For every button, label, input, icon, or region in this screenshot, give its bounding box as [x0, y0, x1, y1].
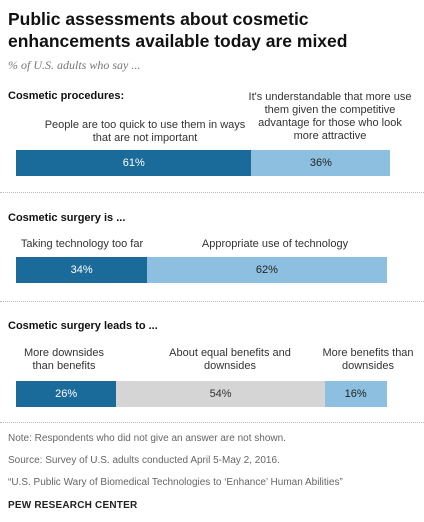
bar-segment: 16%: [324, 381, 387, 407]
category-label: People are too quick to use them in ways…: [44, 119, 246, 144]
category-label: Appropriate use of technology: [201, 238, 349, 250]
stacked-bar-procedures: 61% 36%: [16, 150, 402, 176]
category-label: About equal benefits and downsides: [169, 347, 291, 372]
note-text: Note: Respondents who did not give an an…: [8, 433, 286, 444]
category-label: It's understandable that more use them g…: [248, 91, 412, 142]
bar-value-label: 54%: [209, 388, 232, 400]
category-label: More benefits than downsides: [322, 347, 414, 372]
section-label-leads-to: Cosmetic surgery leads to ...: [8, 320, 158, 332]
brand-logo-text: PEW RESEARCH CENTER: [8, 500, 138, 511]
bar-segment: 34%: [16, 257, 148, 283]
source-text: Source: Survey of U.S. adults conducted …: [8, 455, 280, 466]
stacked-bar-surgery-is: 34% 62%: [16, 257, 402, 283]
report-title: “U.S. Public Wary of Biomedical Technolo…: [8, 477, 343, 488]
bar-segment: 54%: [116, 381, 325, 407]
bar-value-label: 34%: [70, 264, 93, 276]
bar-segment: 26%: [16, 381, 117, 407]
bar-segment: 62%: [147, 257, 387, 283]
bar-value-label: 62%: [255, 264, 278, 276]
bar-value-label: 16%: [344, 388, 367, 400]
category-label: Taking technology too far: [20, 238, 144, 250]
bar-value-label: 61%: [122, 157, 145, 169]
section-divider: [0, 422, 424, 423]
section-divider: [0, 192, 424, 193]
bar-segment: 61%: [16, 150, 252, 176]
stacked-bar-leads-to: 26% 54% 16%: [16, 381, 402, 407]
bar-value-label: 36%: [309, 157, 332, 169]
category-label: More downsides than benefits: [23, 347, 105, 372]
section-label-procedures: Cosmetic procedures:: [8, 90, 125, 102]
section-divider: [0, 301, 424, 302]
chart-title: Public assessments about cosmetic enhanc…: [8, 9, 348, 51]
chart-subtitle: % of U.S. adults who say ...: [8, 58, 141, 72]
bar-segment: 36%: [251, 150, 391, 176]
bar-value-label: 26%: [55, 388, 78, 400]
section-label-surgery-is: Cosmetic surgery is ...: [8, 212, 126, 224]
